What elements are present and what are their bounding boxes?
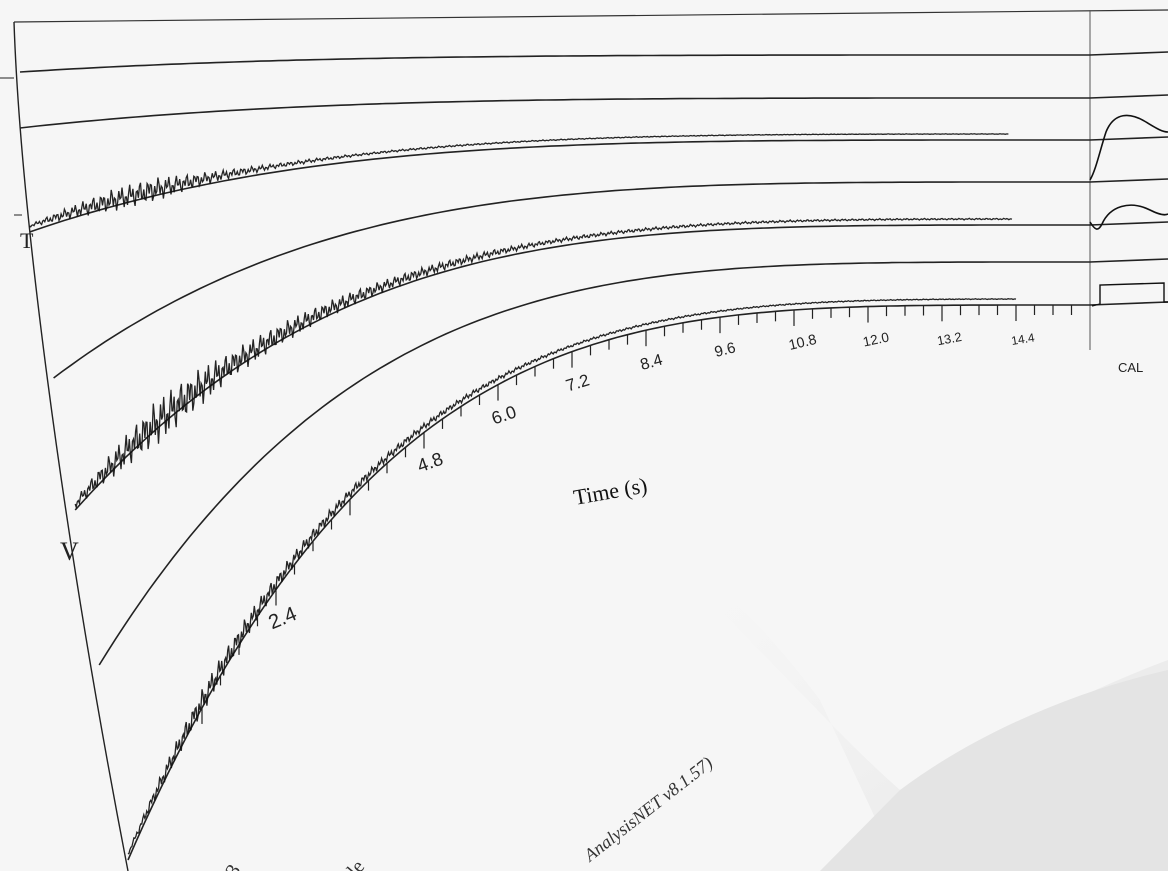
x-tick-label: 13.2: [936, 330, 963, 348]
trace-baseline-2: [19, 94, 1168, 129]
plot-frame: [0, 9, 1168, 871]
frame-top-line: [13, 9, 1168, 23]
x-tick-label: 10.8: [787, 332, 818, 354]
paper-corner: [820, 670, 1168, 871]
waveform-trace-3: [127, 298, 1017, 855]
calibration-panel: [1089, 114, 1168, 307]
calibration-pulse-1: [1089, 114, 1168, 181]
trace-baseline-1: [19, 51, 1168, 73]
trace-group: [29, 133, 1017, 855]
channel-letter-t: T: [20, 228, 34, 253]
waveform-trace-2: [74, 217, 1013, 510]
x-tick-label: 8.4: [638, 351, 664, 374]
trace-baseline-7: [127, 301, 1168, 861]
trace-baseline-5: [74, 221, 1168, 511]
channel-letter-v: V: [60, 537, 79, 566]
x-tick-label: 9.6: [713, 339, 738, 361]
x-tick-label: 12.0: [862, 329, 891, 349]
calibration-step: [1091, 282, 1168, 307]
trace-baseline-3: [29, 136, 1168, 233]
trace-baseline-6: [98, 258, 1168, 666]
waveform-trace-1: [29, 133, 1009, 228]
x-tick-label: 14.4: [1010, 330, 1036, 348]
frame-left-edge: [13, 21, 129, 871]
calibration-pulse-2: [1089, 204, 1168, 230]
trace-baseline-4: [53, 178, 1168, 379]
calibration-label: CAL: [1118, 360, 1143, 375]
partial-label-3: 3: [221, 861, 245, 871]
